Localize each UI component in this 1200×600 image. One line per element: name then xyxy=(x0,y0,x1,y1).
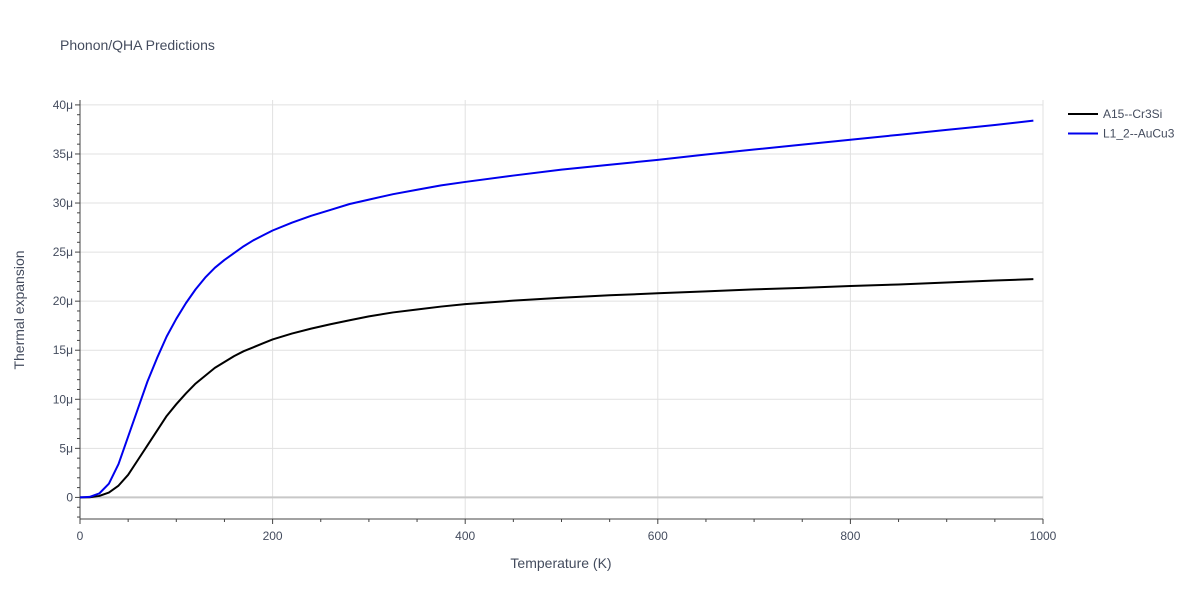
x-tick-label: 800 xyxy=(840,529,860,543)
y-tick-label: 25μ xyxy=(53,245,73,259)
x-tick-label: 200 xyxy=(263,529,283,543)
x-axis-title: Temperature (K) xyxy=(510,555,611,571)
x-tick-label: 0 xyxy=(77,529,84,543)
x-tick-label: 400 xyxy=(455,529,475,543)
y-tick-label: 40μ xyxy=(53,98,73,112)
series-lines xyxy=(79,119,1034,499)
series-line-1 xyxy=(79,119,1034,499)
y-tick-label: 30μ xyxy=(53,196,73,210)
y-axis-title: Thermal expansion xyxy=(11,250,27,369)
legend: A15--Cr3Si L1_2--AuCu3 xyxy=(1068,107,1175,141)
grid xyxy=(80,100,1044,519)
y-tick-label: 0 xyxy=(66,490,73,504)
x-tick-label: 600 xyxy=(648,529,668,543)
legend-label: L1_2--AuCu3 xyxy=(1103,127,1175,141)
chart-title: Phonon/QHA Predictions xyxy=(60,37,215,53)
y-tick-label: 15μ xyxy=(53,343,73,357)
axes: 0 200 400 600 800 1000 0 5μ 10μ 15μ 20μ 25μ 30μ 35μ 40… xyxy=(53,98,1057,543)
y-tick-label: 35μ xyxy=(53,147,73,161)
y-tick-label: 10μ xyxy=(53,392,73,406)
y-tick-label: 5μ xyxy=(59,441,73,455)
legend-label: A15--Cr3Si xyxy=(1103,107,1162,121)
series-line-0 xyxy=(79,278,1034,499)
y-tick-label: 20μ xyxy=(53,294,73,308)
x-tick-label: 1000 xyxy=(1030,529,1057,543)
